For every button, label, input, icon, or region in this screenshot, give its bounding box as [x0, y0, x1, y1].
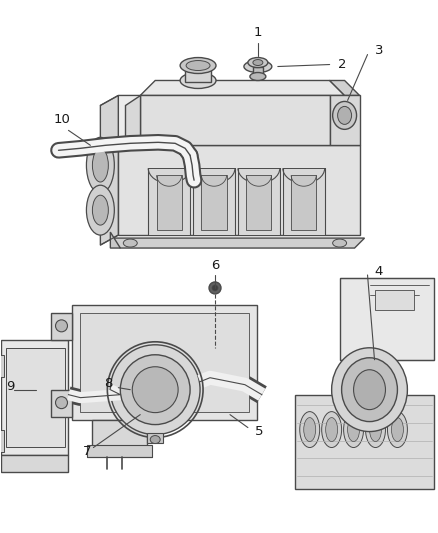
Ellipse shape [338, 107, 352, 124]
Text: 2: 2 [338, 58, 346, 71]
Ellipse shape [124, 239, 137, 247]
Bar [201, 175, 226, 230]
Polygon shape [110, 238, 364, 248]
Ellipse shape [321, 411, 342, 448]
Ellipse shape [353, 370, 385, 410]
Ellipse shape [212, 285, 218, 291]
Polygon shape [118, 95, 360, 146]
Ellipse shape [332, 101, 357, 130]
Bar [92, 419, 147, 448]
Ellipse shape [332, 239, 346, 247]
Polygon shape [140, 80, 345, 95]
Text: 10: 10 [54, 114, 71, 126]
Bar [88, 445, 152, 456]
Ellipse shape [304, 417, 316, 441]
Ellipse shape [253, 60, 263, 66]
Ellipse shape [92, 149, 108, 182]
Text: 7: 7 [83, 445, 92, 458]
Polygon shape [330, 80, 360, 95]
Text: 3: 3 [374, 44, 383, 57]
Ellipse shape [56, 320, 67, 332]
Ellipse shape [300, 411, 320, 448]
Bar [330, 95, 360, 146]
Bar [157, 175, 182, 230]
Ellipse shape [250, 72, 266, 80]
Bar [148, 168, 190, 235]
Ellipse shape [332, 348, 407, 432]
Bar [140, 95, 330, 146]
Ellipse shape [110, 345, 200, 434]
Bar [295, 394, 434, 489]
Bar [339, 278, 434, 360]
Ellipse shape [186, 61, 210, 70]
Ellipse shape [180, 72, 216, 88]
Bar [283, 168, 325, 235]
Polygon shape [50, 390, 72, 417]
Ellipse shape [392, 417, 403, 441]
Text: 1: 1 [254, 26, 262, 38]
Bar [1, 455, 68, 472]
Ellipse shape [120, 355, 190, 425]
Bar [193, 168, 235, 235]
Bar [1, 340, 68, 455]
Text: 4: 4 [374, 265, 383, 278]
Bar [291, 175, 316, 230]
Ellipse shape [244, 61, 272, 72]
Ellipse shape [348, 417, 360, 441]
Ellipse shape [56, 397, 67, 409]
Ellipse shape [209, 282, 221, 294]
Polygon shape [50, 313, 72, 340]
Bar [72, 305, 257, 419]
Polygon shape [118, 146, 360, 235]
Ellipse shape [326, 417, 338, 441]
Polygon shape [100, 95, 118, 245]
Ellipse shape [342, 358, 397, 422]
Ellipse shape [150, 435, 160, 443]
Bar [0, 355, 4, 377]
Polygon shape [110, 232, 120, 248]
Ellipse shape [86, 138, 114, 193]
Ellipse shape [370, 417, 381, 441]
Ellipse shape [180, 58, 216, 74]
Bar [374, 290, 414, 310]
Text: 6: 6 [211, 259, 219, 272]
Bar [147, 433, 163, 442]
Text: 5: 5 [255, 425, 263, 438]
Bar [6, 348, 66, 447]
Bar [81, 313, 249, 411]
Ellipse shape [92, 195, 108, 225]
Bar [253, 67, 263, 77]
Text: 9: 9 [6, 380, 14, 393]
Ellipse shape [248, 58, 268, 68]
Bar [185, 66, 211, 83]
Ellipse shape [132, 367, 178, 413]
Ellipse shape [86, 185, 114, 235]
Bar [0, 430, 4, 451]
Bar [246, 175, 272, 230]
Ellipse shape [366, 411, 385, 448]
Text: 8: 8 [104, 377, 112, 390]
Ellipse shape [343, 411, 364, 448]
Ellipse shape [388, 411, 407, 448]
Bar [238, 168, 280, 235]
Polygon shape [125, 95, 140, 146]
